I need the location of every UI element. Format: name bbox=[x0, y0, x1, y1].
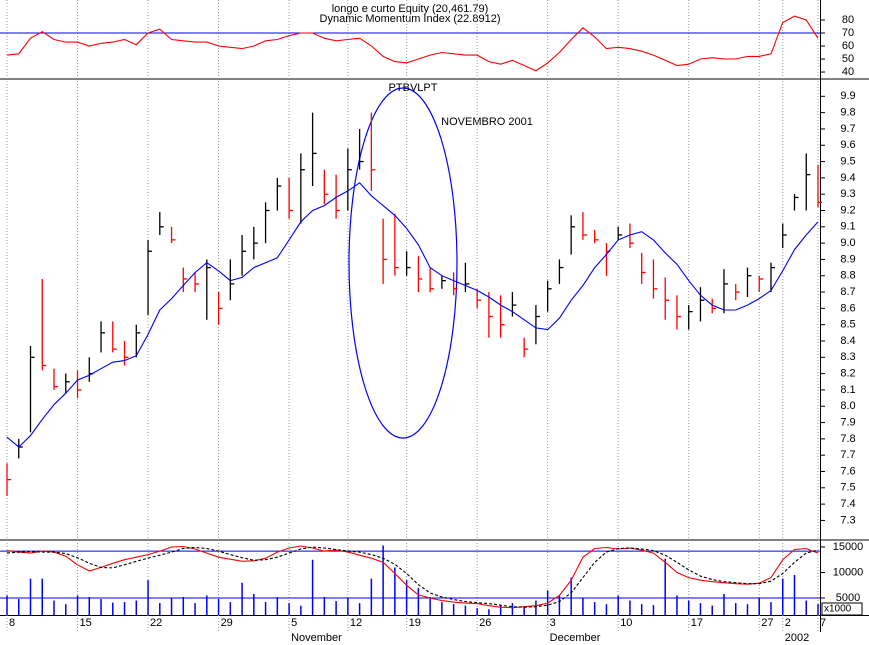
y-tick-label: 8.5 bbox=[840, 319, 855, 331]
y-tick-label: 9.6 bbox=[840, 139, 855, 151]
series-line bbox=[6, 15, 819, 72]
y-tick-label: 8.6 bbox=[840, 302, 855, 314]
x-tick-label: 22 bbox=[150, 617, 162, 629]
y-tick-label: 10000 bbox=[833, 566, 864, 578]
annotation: NOVEMBRO 2001 bbox=[441, 116, 533, 128]
y-tick-label: 7.6 bbox=[840, 465, 855, 477]
month-label: 2002 bbox=[785, 632, 809, 644]
x-tick-label: 26 bbox=[479, 617, 491, 629]
y-tick-label: 8.2 bbox=[840, 368, 855, 380]
y-tick-label: 9.3 bbox=[840, 188, 855, 200]
y-tick-label: 80 bbox=[842, 14, 854, 26]
y-tick-label: 15000 bbox=[833, 541, 864, 553]
y-tick-label: 7.3 bbox=[840, 514, 855, 526]
y-tick-label: 9.9 bbox=[840, 90, 855, 102]
y-tick-label: 7.4 bbox=[840, 498, 855, 510]
x-tick-label: 19 bbox=[409, 617, 421, 629]
y-tick-label: 7.9 bbox=[840, 416, 855, 428]
month-label: November bbox=[291, 632, 342, 644]
indicator-title: longo e curto Equity (20,461.79) bbox=[332, 3, 489, 15]
y-tick-label: 9.8 bbox=[840, 107, 855, 119]
x-tick-label: 10 bbox=[620, 617, 632, 629]
y-tick-label: 8.3 bbox=[840, 351, 855, 363]
chart-title: PTBVLPT bbox=[389, 82, 438, 94]
y-tick-label: 9.7 bbox=[840, 123, 855, 135]
y-tick-label: 9.5 bbox=[840, 155, 855, 167]
x-tick-label: 2 bbox=[785, 617, 791, 629]
y-tick-label: 9.2 bbox=[840, 204, 855, 216]
y-tick-label: 40 bbox=[842, 66, 854, 78]
series-line bbox=[6, 182, 819, 448]
unit-label: x1000 bbox=[824, 604, 852, 615]
y-tick-label: 70 bbox=[842, 27, 854, 39]
y-tick-label: 8.9 bbox=[840, 253, 855, 265]
month-label: December bbox=[550, 632, 601, 644]
y-tick-label: 5000 bbox=[836, 592, 860, 604]
y-tick-label: 8.4 bbox=[840, 335, 855, 347]
x-tick-label: 15 bbox=[80, 617, 92, 629]
unit-box bbox=[821, 602, 863, 616]
y-tick-label: 50 bbox=[842, 53, 854, 65]
y-tick-label: 9.1 bbox=[840, 221, 855, 233]
y-tick-label: 8.7 bbox=[840, 286, 855, 298]
x-tick-label: 17 bbox=[691, 617, 703, 629]
y-tick-label: 9.0 bbox=[840, 237, 855, 249]
series-line bbox=[6, 545, 819, 609]
highlight-ellipse bbox=[348, 87, 458, 439]
x-tick-label: 7 bbox=[820, 617, 826, 629]
y-tick-label: 8.0 bbox=[840, 400, 855, 412]
y-tick-label: 7.7 bbox=[840, 449, 855, 461]
x-tick-label: 29 bbox=[221, 617, 233, 629]
y-tick-label: 7.5 bbox=[840, 482, 855, 494]
y-tick-label: 8.1 bbox=[840, 384, 855, 396]
indicator-subtitle: Dynamic Momentum Index (22.8912) bbox=[320, 13, 501, 25]
y-tick-label: 60 bbox=[842, 40, 854, 52]
y-tick-label: 8.8 bbox=[840, 270, 855, 282]
x-tick-label: 27 bbox=[761, 617, 773, 629]
x-tick-label: 12 bbox=[350, 617, 362, 629]
y-tick-label: 7.8 bbox=[840, 433, 855, 445]
x-tick-label: 5 bbox=[291, 617, 297, 629]
x-tick-label: 8 bbox=[9, 617, 15, 629]
series-line bbox=[6, 546, 819, 608]
y-tick-label: 9.4 bbox=[840, 172, 855, 184]
x-tick-label: 3 bbox=[550, 617, 556, 629]
